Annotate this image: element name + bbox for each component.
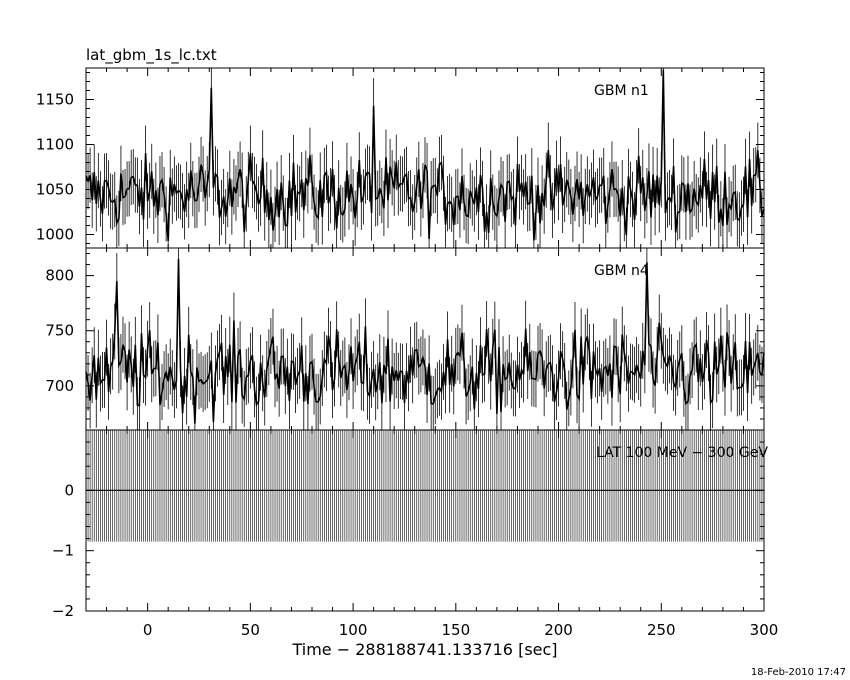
x-tick-label: 300: [750, 621, 779, 639]
x-tick-label: 200: [544, 621, 573, 639]
series-line: [85, 69, 765, 241]
series-label: LAT 100 MeV − 300 GeV: [596, 445, 768, 461]
x-axis-label: Time − 288188741.133716 [sec]: [291, 640, 557, 659]
x-tick-label: 0: [143, 621, 153, 639]
x-tick-label: 250: [647, 621, 676, 639]
y-tick-label: 0: [64, 481, 74, 499]
timestamp: 18-Feb-2010 17:47: [751, 667, 846, 678]
series-label: GBM n4: [594, 263, 649, 279]
x-tick-label: 100: [339, 621, 368, 639]
series-label: GBM n1: [594, 83, 649, 99]
x-tick-label: 50: [241, 621, 260, 639]
y-tick-label: 1100: [36, 136, 74, 154]
y-tick-label: 750: [45, 322, 74, 340]
x-tick-label: 150: [441, 621, 470, 639]
file-title: lat_gbm_1s_lc.txt: [86, 46, 217, 65]
y-tick-label: 700: [45, 377, 74, 395]
y-tick-label: 1150: [36, 91, 74, 109]
y-tick-label: −2: [52, 602, 74, 620]
series-line: [85, 258, 765, 424]
y-tick-label: 1050: [36, 181, 74, 199]
y-tick-label: 800: [45, 267, 74, 285]
y-tick-label: 1000: [36, 226, 74, 244]
y-tick-label: −1: [52, 542, 74, 560]
